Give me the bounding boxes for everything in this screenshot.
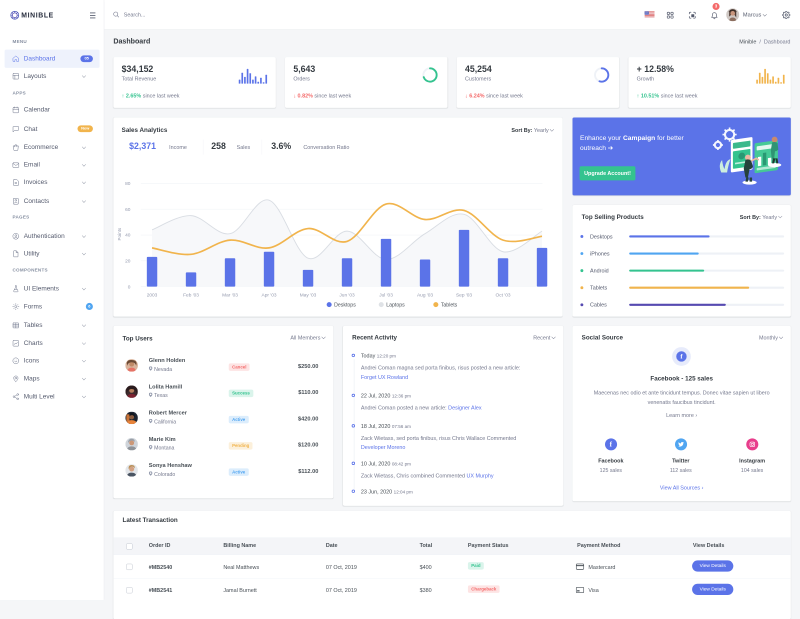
- svg-text:80: 80: [125, 181, 131, 187]
- svg-text:Jul '03: Jul '03: [379, 293, 393, 299]
- svg-text:40: 40: [125, 233, 131, 239]
- svg-text:0: 0: [128, 284, 131, 290]
- svg-text:60: 60: [125, 207, 131, 213]
- svg-text:20: 20: [125, 258, 131, 264]
- svg-text:Mar '03: Mar '03: [222, 293, 238, 299]
- svg-text:Desktops: Desktops: [334, 302, 356, 308]
- svg-text:Jun '03: Jun '03: [339, 293, 355, 299]
- svg-text:Apr '03: Apr '03: [262, 293, 277, 299]
- svg-text:Tablets: Tablets: [441, 302, 458, 308]
- svg-text:Sep '03: Sep '03: [456, 293, 472, 299]
- svg-text:Laptops: Laptops: [386, 302, 405, 308]
- svg-text:Feb '03: Feb '03: [183, 293, 199, 299]
- svg-text:Oct '03: Oct '03: [496, 293, 511, 299]
- svg-text:Aug '03: Aug '03: [417, 293, 433, 299]
- svg-text:Points: Points: [117, 227, 122, 240]
- svg-text:2003: 2003: [147, 293, 158, 299]
- svg-text:May '03: May '03: [300, 293, 317, 299]
